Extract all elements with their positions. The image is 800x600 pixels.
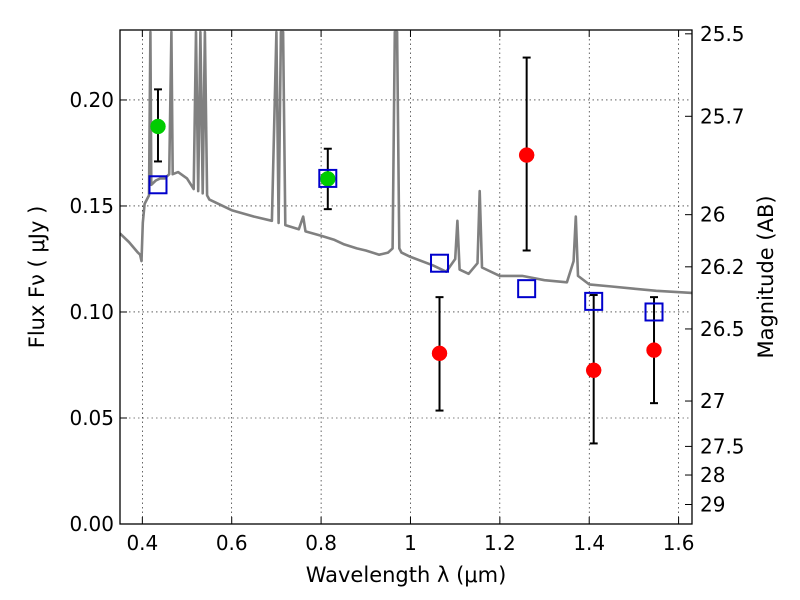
x-tick-label: 1 (404, 531, 417, 555)
mag-tick-label: 26 (700, 203, 725, 227)
flux-point (646, 342, 662, 358)
y-tick-label: 0.05 (69, 406, 114, 430)
plot-frame (119, 29, 693, 525)
mag-tick-label: 27.5 (700, 434, 745, 458)
y-axis-label: Flux Fν ( μJy ) (25, 206, 49, 349)
flux-point (585, 362, 602, 379)
mag-tick-label: 25.7 (700, 104, 745, 128)
model-flux-square (517, 279, 537, 299)
model-flux-square (318, 168, 338, 188)
model-flux-square (148, 175, 168, 195)
y-axis-right-label: Magnitude (AB) (754, 195, 778, 358)
flux-point (518, 147, 535, 163)
x-tick-label: 1.6 (663, 531, 695, 555)
x-tick-label: 1.2 (484, 531, 516, 555)
y-tick-label: 0.00 (69, 512, 114, 536)
x-tick-label: 0.6 (216, 531, 248, 555)
x-tick-label: 0.4 (126, 531, 158, 555)
mag-tick-label: 26.2 (700, 255, 745, 279)
mag-tick-label: 27 (700, 389, 725, 413)
mag-tick-label: 28 (700, 463, 725, 487)
axis-ticks: 0.4 0.6 0.8 1 1.2 1.4 1.6 0.00 0.05 0.10 0.15 0.20 2… (69, 22, 744, 555)
flux-point (150, 118, 166, 135)
y-tick-label: 0.10 (69, 300, 114, 324)
y-tick-label: 0.15 (69, 194, 114, 218)
x-axis-label: Wavelength λ (μm) (306, 563, 507, 587)
model-flux-square (644, 302, 664, 322)
x-tick-label: 0.8 (305, 531, 337, 555)
plot-background (120, 30, 692, 524)
x-tick-label: 1.4 (573, 531, 605, 555)
spectrum-line (120, 30, 692, 295)
model-flux-square (430, 253, 450, 273)
flux-point (320, 171, 336, 187)
flux-point (431, 345, 448, 362)
mag-tick-label: 29 (700, 492, 725, 516)
y-tick-label: 0.20 (69, 88, 114, 112)
photometry-points (148, 56, 664, 445)
mag-tick-label: 26.5 (700, 317, 745, 341)
mag-tick-label: 25.5 (700, 22, 745, 46)
model-flux-square (584, 291, 604, 311)
model-spectrum (120, 30, 692, 295)
